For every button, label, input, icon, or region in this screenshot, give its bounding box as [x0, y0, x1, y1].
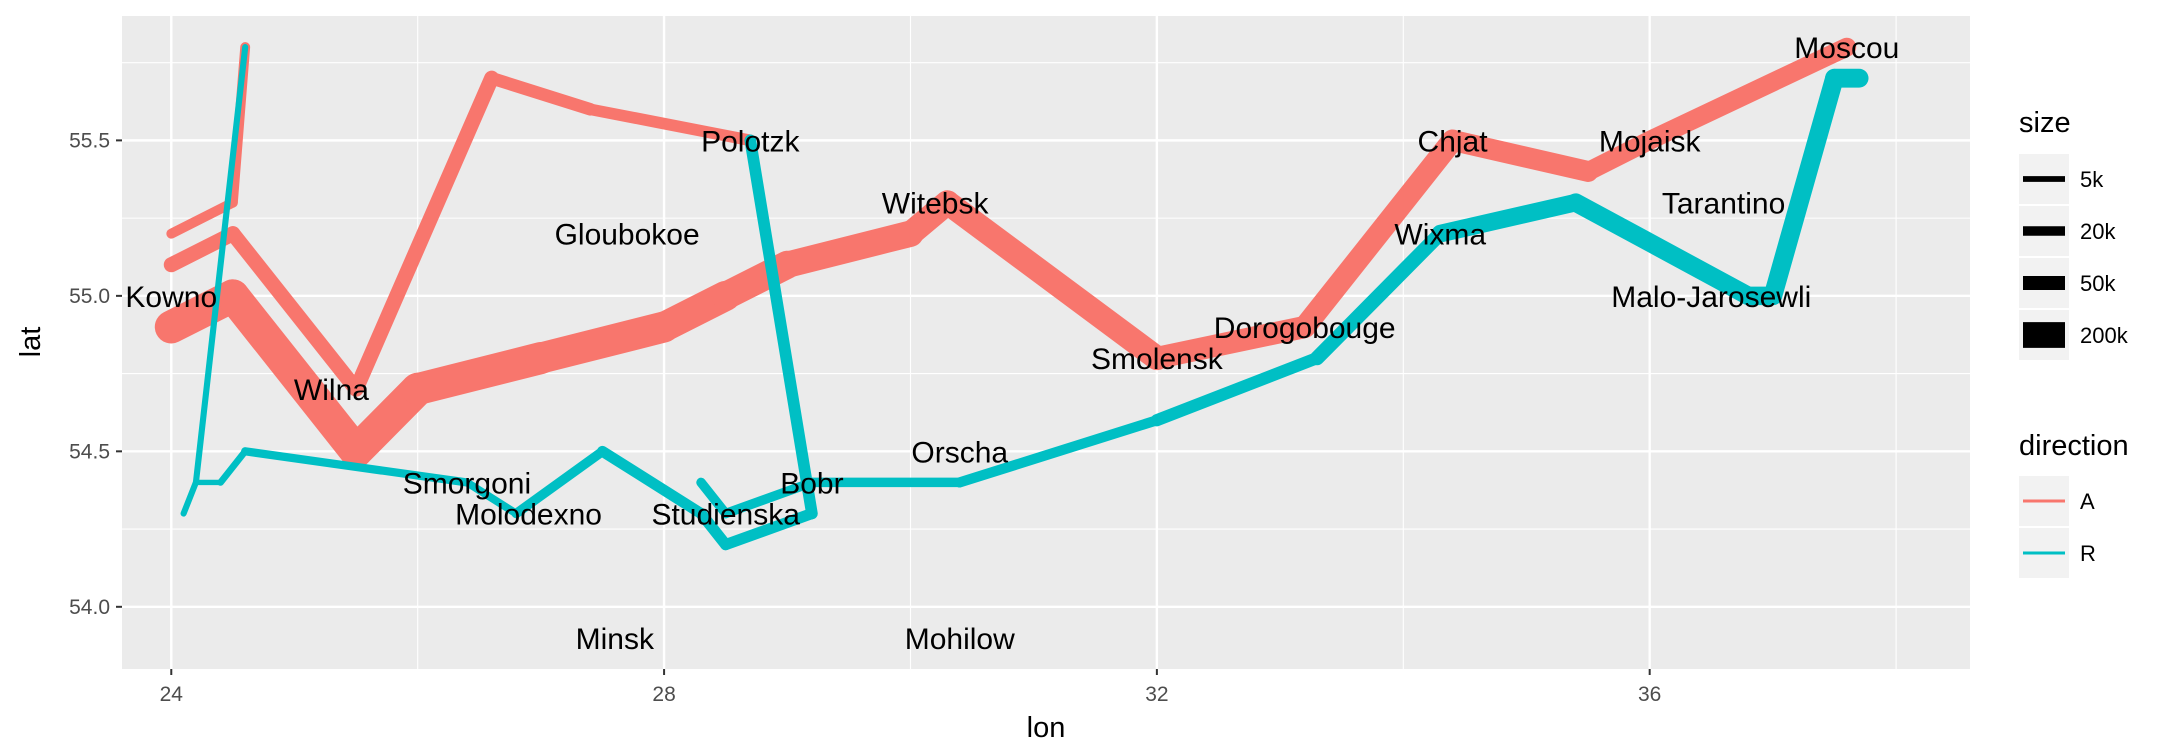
path-segment-A — [401, 342, 557, 406]
path-segment-A — [1293, 129, 1464, 338]
path-segment-R — [1309, 226, 1448, 366]
city-label: Orscha — [911, 436, 1008, 469]
x-tick-label: 32 — [1145, 683, 1168, 706]
path-segment-A — [485, 71, 597, 116]
path-segment-R — [695, 507, 732, 551]
x-tick-label: 28 — [652, 683, 675, 706]
size-legend-label: 20k — [2080, 219, 2116, 244]
y-tick-label: 55.5 — [69, 129, 110, 152]
city-label: Smolensk — [1091, 343, 1224, 376]
city-label: Gloubokoe — [555, 219, 700, 252]
path-segment-A — [348, 70, 500, 397]
city-label: Mohilow — [905, 623, 1015, 656]
direction-legend-title: direction — [2019, 430, 2129, 462]
path-segment-R — [180, 479, 199, 517]
path-segment-R — [511, 446, 608, 519]
path-segment-A — [1640, 37, 1857, 150]
path-segment-R — [463, 478, 521, 518]
x-axis-title: lon — [1027, 712, 1066, 744]
x-tick-label: 36 — [1638, 683, 1661, 706]
path-segment-R — [954, 415, 1162, 488]
series-R-group-1 — [696, 68, 1869, 519]
city-label: Chjat — [1418, 125, 1489, 158]
path-segment-R — [217, 447, 249, 486]
city-label: Minsk — [576, 623, 655, 656]
path-segment-R — [744, 134, 818, 520]
path-segment-R — [1431, 193, 1585, 243]
city-label: Witebsk — [882, 188, 990, 221]
direction-legend: direction A R — [2019, 430, 2129, 578]
path-segment-R — [597, 445, 707, 519]
path-segment-A — [225, 226, 364, 397]
path-segment-A — [216, 279, 373, 468]
path-segment-R — [1566, 193, 1758, 306]
direction-legend-label: R — [2080, 541, 2096, 566]
city-label: Malo-Jarosewli — [1611, 281, 1811, 314]
size-legend-label: 200k — [2080, 323, 2129, 348]
x-axis: 24 28 32 36 — [160, 669, 1661, 706]
x-tick-label: 24 — [160, 683, 184, 706]
path-segment-R — [720, 507, 818, 551]
city-label: Moscou — [1794, 32, 1899, 65]
size-legend-title: size — [2019, 107, 2071, 139]
size-legend: size 5k 20k 50k 200k — [2019, 107, 2129, 360]
path-segment-A — [1442, 129, 1599, 182]
city-label: Studienska — [651, 499, 800, 532]
series-layer — [154, 37, 1869, 551]
city-label: Wilna — [294, 374, 369, 407]
series-A-group-1 — [154, 37, 1857, 468]
path-segment-R — [720, 477, 817, 519]
city-label: Kowno — [125, 281, 217, 314]
size-legend-label: 50k — [2080, 271, 2116, 296]
size-legend-label: 5k — [2080, 167, 2104, 192]
y-tick-label: 54.5 — [69, 440, 110, 463]
path-segment-A — [1145, 315, 1316, 370]
y-axis: 54.0 54.5 55.0 55.5 — [69, 129, 122, 619]
path-segment-R — [1763, 68, 1844, 306]
path-segment-R — [696, 477, 731, 519]
path-segment-A — [584, 103, 757, 147]
series-R-group-2 — [180, 134, 818, 551]
path-segment-A — [166, 197, 238, 239]
city-label: Dorogobouge — [1214, 312, 1396, 345]
series-R-group-3 — [180, 44, 249, 517]
path-segment-A — [1578, 130, 1660, 181]
y-axis-title: lat — [15, 327, 47, 358]
city-label: Smorgoni — [403, 467, 531, 500]
city-label: Polotzk — [701, 125, 800, 158]
city-label: Mojaisk — [1599, 125, 1702, 158]
path-segment-A — [935, 190, 1169, 371]
path-segment-A — [525, 311, 680, 374]
y-tick-label: 54.0 — [69, 596, 110, 619]
direction-legend-label: A — [2080, 489, 2095, 514]
city-label: Molodexno — [455, 499, 602, 532]
city-label: Bobr — [780, 467, 843, 500]
y-tick-label: 55.0 — [69, 285, 110, 308]
path-segment-A — [774, 220, 924, 278]
path-segment-R — [192, 44, 249, 486]
path-segment-R — [241, 447, 472, 487]
path-segment-R — [1150, 351, 1324, 427]
city-label: Tarantino — [1662, 188, 1785, 221]
city-label: Wixma — [1394, 219, 1486, 252]
